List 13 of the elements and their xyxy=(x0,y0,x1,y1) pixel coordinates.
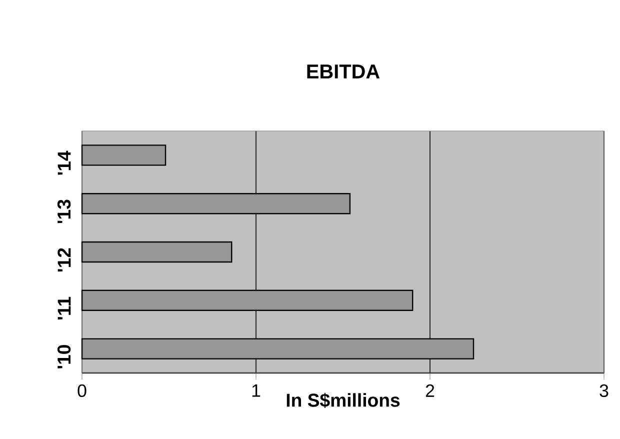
y-tick-label: '10 xyxy=(57,345,71,368)
x-axis-title: In S$millions xyxy=(286,392,400,408)
x-tick-label: 3 xyxy=(600,384,608,398)
y-tick-label: '12 xyxy=(58,248,71,272)
chart-title: EBITDA xyxy=(307,64,380,78)
bar xyxy=(81,144,166,166)
y-tick-label: '14 xyxy=(58,150,71,175)
x-tick-label: 1 xyxy=(252,384,260,397)
y-tick-label: '11 xyxy=(58,296,71,320)
x-tick-label: 2 xyxy=(426,384,434,397)
y-tick-label: '13 xyxy=(57,200,71,224)
x-tick-label: 0 xyxy=(78,384,86,398)
bar xyxy=(81,241,232,263)
